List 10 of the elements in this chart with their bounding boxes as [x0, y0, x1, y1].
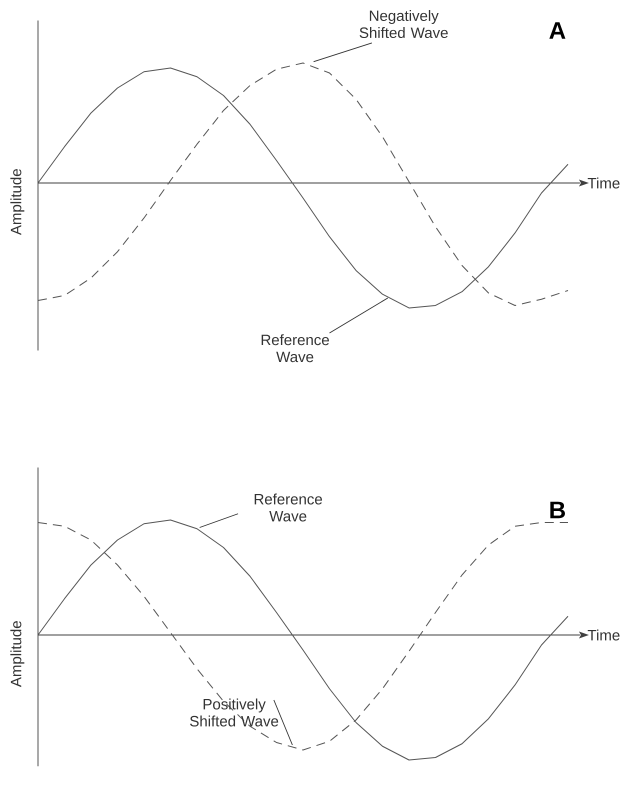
y-axis-title: Amplitude — [10, 621, 24, 688]
text: Negatively Shifted Wave — [360, 10, 448, 38]
x-axis-title: Time — [588, 629, 620, 640]
series-label: Positively Shifted Wave — [190, 698, 278, 726]
text: Reference Wave — [262, 334, 329, 362]
text: Reference Wave — [254, 493, 322, 522]
x-axis-title: Time — [588, 177, 620, 188]
y-axis-title: Amplitude — [10, 169, 24, 236]
chart-title: B — [550, 502, 565, 518]
chart-title: A — [549, 22, 566, 39]
